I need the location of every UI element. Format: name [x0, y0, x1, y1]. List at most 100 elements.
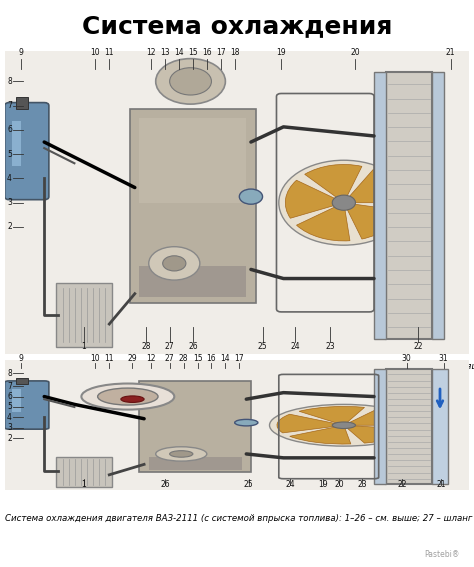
Text: 21: 21 — [446, 48, 456, 57]
Text: 27: 27 — [165, 354, 174, 363]
Text: Система охлаждения: Система охлаждения — [82, 14, 392, 38]
Circle shape — [155, 58, 226, 104]
Text: 6: 6 — [7, 125, 12, 134]
Text: 31: 31 — [439, 354, 448, 363]
Text: Система охлаждения двигателя ВАЗ-2111 (с системой впрыска топлива): 1–26 – см. в: Система охлаждения двигателя ВАЗ-2111 (с… — [5, 514, 474, 523]
Text: 16: 16 — [202, 48, 211, 57]
Circle shape — [163, 256, 186, 271]
Bar — [386, 369, 432, 484]
Text: Pastebi®: Pastebi® — [425, 550, 460, 559]
Bar — [12, 121, 21, 166]
Circle shape — [332, 422, 356, 429]
Text: 10: 10 — [91, 48, 100, 57]
Text: 1: 1 — [82, 480, 86, 489]
Text: 11: 11 — [104, 48, 114, 57]
Bar — [149, 456, 242, 469]
Text: 17: 17 — [216, 48, 226, 57]
Text: 26: 26 — [160, 480, 170, 489]
Circle shape — [332, 195, 356, 210]
FancyBboxPatch shape — [56, 283, 111, 347]
Text: 19: 19 — [318, 480, 328, 489]
Circle shape — [270, 404, 418, 446]
Text: 27: 27 — [165, 342, 174, 352]
Text: 25: 25 — [244, 480, 254, 489]
Wedge shape — [344, 203, 401, 239]
Text: 2: 2 — [7, 434, 12, 443]
Circle shape — [279, 160, 409, 245]
Text: 12: 12 — [146, 354, 156, 363]
Text: 19: 19 — [276, 48, 286, 57]
Text: 12: 12 — [146, 48, 156, 57]
Text: 10: 10 — [91, 354, 100, 363]
Wedge shape — [305, 164, 362, 203]
Bar — [374, 369, 386, 484]
Text: 23: 23 — [325, 342, 335, 352]
Bar — [16, 96, 28, 109]
Wedge shape — [344, 170, 402, 203]
Circle shape — [235, 420, 258, 426]
Text: 13: 13 — [160, 48, 170, 57]
FancyBboxPatch shape — [56, 457, 111, 487]
Circle shape — [170, 451, 193, 457]
Text: 5: 5 — [7, 150, 12, 159]
Circle shape — [239, 189, 263, 204]
Text: 11: 11 — [104, 354, 114, 363]
Text: 15: 15 — [193, 354, 202, 363]
Circle shape — [170, 67, 211, 95]
Text: 17: 17 — [235, 354, 244, 363]
Circle shape — [121, 396, 144, 403]
Text: 21: 21 — [437, 480, 446, 489]
Circle shape — [149, 247, 200, 280]
Text: 28: 28 — [142, 342, 151, 352]
FancyBboxPatch shape — [5, 381, 49, 429]
Circle shape — [98, 388, 158, 405]
Text: 16: 16 — [207, 354, 216, 363]
Text: 6: 6 — [7, 392, 12, 401]
Bar — [386, 72, 432, 339]
Bar — [139, 266, 246, 297]
Text: 7: 7 — [7, 382, 12, 391]
Text: 20: 20 — [334, 480, 344, 489]
FancyBboxPatch shape — [139, 381, 251, 472]
Text: 9: 9 — [18, 48, 23, 57]
Bar — [16, 378, 28, 383]
Text: 22: 22 — [397, 480, 407, 489]
Text: 4: 4 — [7, 174, 12, 183]
Wedge shape — [290, 425, 351, 444]
Wedge shape — [277, 414, 344, 433]
Bar — [432, 369, 448, 484]
Text: 18: 18 — [230, 48, 239, 57]
Text: 7: 7 — [7, 101, 12, 110]
Text: 2: 2 — [7, 222, 12, 231]
Text: 15: 15 — [188, 48, 198, 57]
Text: 5: 5 — [7, 403, 12, 412]
Text: 3: 3 — [7, 424, 12, 433]
Text: 14: 14 — [220, 354, 230, 363]
Text: 8: 8 — [7, 77, 12, 86]
Wedge shape — [299, 407, 365, 425]
Text: 30: 30 — [401, 354, 411, 363]
Text: Система охлаждения двигателя ВАЗ-2110 (с карбюратором):: Система охлаждения двигателя ВАЗ-2110 (с… — [5, 362, 313, 371]
Text: 22: 22 — [413, 342, 423, 352]
Text: 24: 24 — [290, 342, 300, 352]
Wedge shape — [285, 180, 344, 218]
Wedge shape — [344, 425, 409, 443]
Text: Система охлаждения двигателя ВАЗ-2110 (с карбюратором): 1 – радиатор отопителя; : Система охлаждения двигателя ВАЗ-2110 (с… — [5, 362, 474, 371]
Text: 26: 26 — [188, 342, 198, 352]
Text: 20: 20 — [351, 48, 360, 57]
Text: 14: 14 — [174, 48, 184, 57]
Bar — [432, 72, 444, 339]
Wedge shape — [297, 203, 350, 241]
Text: 8: 8 — [7, 369, 12, 378]
Text: 29: 29 — [128, 354, 137, 363]
Text: 4: 4 — [7, 413, 12, 422]
Text: Система охлаждения двигателя ВАЗ-2110 (с карбюратором): 1 – радиатор отопителя; : Система охлаждения двигателя ВАЗ-2110 (с… — [5, 362, 472, 500]
FancyBboxPatch shape — [5, 103, 49, 200]
Text: 23: 23 — [357, 480, 367, 489]
Text: 24: 24 — [286, 480, 295, 489]
Circle shape — [82, 383, 174, 409]
Text: 25: 25 — [258, 342, 267, 352]
Circle shape — [155, 447, 207, 461]
Bar — [139, 118, 246, 203]
Text: 1: 1 — [82, 342, 86, 352]
